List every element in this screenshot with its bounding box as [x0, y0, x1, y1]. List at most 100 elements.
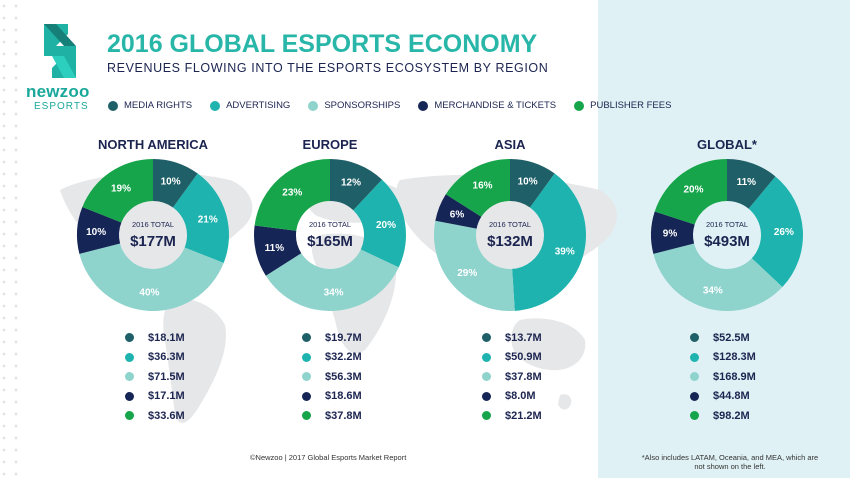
value-row: $168.9M [690, 367, 756, 387]
slice-percent-label: 20% [376, 220, 396, 231]
value-amount: $18.6M [325, 390, 362, 403]
value-row: $37.8M [482, 367, 542, 387]
value-amount: $37.8M [325, 409, 362, 422]
slice-percent-label: 34% [324, 287, 344, 298]
total-label: 2016 TOTAL [132, 220, 174, 229]
donut-slice [254, 225, 302, 276]
value-row: $8.0M [482, 387, 542, 407]
value-dot [482, 333, 491, 343]
value-amount: $17.1M [148, 390, 185, 403]
value-dot [482, 391, 491, 401]
legend: MEDIA RIGHTS ADVERTISING SPONSORSHIPS ME… [108, 100, 671, 111]
legend-swatch [308, 100, 319, 111]
donut-slice [445, 159, 510, 217]
legend-item-sponsorships: SPONSORSHIPS [308, 100, 400, 111]
donut-slice [172, 173, 229, 263]
value-amount: $13.7M [505, 331, 542, 344]
slice-percent-label: 34% [703, 286, 723, 297]
value-dot [690, 333, 699, 343]
logo-word: newzoo [26, 82, 90, 101]
value-amount: $52.5M [713, 331, 750, 344]
slice-percent-label: 26% [774, 227, 794, 238]
total-value: $177M [130, 233, 176, 250]
region-title: EUROPE [303, 137, 358, 152]
value-dot [125, 352, 134, 362]
value-row: $13.7M [482, 328, 542, 348]
legend-item-media-rights: MEDIA RIGHTS [108, 100, 192, 111]
value-dot [690, 372, 699, 382]
donut-slice [651, 211, 695, 254]
value-dot [482, 372, 491, 382]
donut-slice [653, 243, 783, 312]
donut-slice [153, 159, 198, 208]
donut-slice [512, 173, 587, 311]
value-list: $18.1M $36.3M $71.5M $17.1M $33.6M [125, 328, 185, 426]
value-dot [302, 391, 311, 401]
value-dot [690, 391, 699, 401]
page-subtitle: REVENUES FLOWING INTO THE ESPORTS ECOSYS… [107, 61, 549, 75]
value-row: $128.3M [690, 348, 756, 368]
footer-credit: ©Newzoo | 2017 Global Esports Market Rep… [250, 453, 407, 462]
region-title: GLOBAL* [697, 137, 758, 152]
legend-swatch [418, 100, 429, 111]
value-row: $37.8M [302, 406, 362, 426]
slice-percent-label: 6% [450, 210, 465, 221]
value-row: $32.2M [302, 348, 362, 368]
value-row: $52.5M [690, 328, 756, 348]
value-amount: $8.0M [505, 390, 536, 403]
legend-swatch [574, 100, 585, 111]
value-amount: $21.2M [505, 409, 542, 422]
legend-label: SPONSORSHIPS [324, 100, 401, 111]
slice-percent-label: 39% [555, 246, 575, 257]
donut-slice [654, 159, 727, 225]
value-dot [302, 411, 311, 421]
donut-slice [330, 159, 383, 211]
value-amount: $98.2M [713, 409, 750, 422]
value-row: $71.5M [125, 367, 185, 387]
total-value: $493M [704, 233, 750, 250]
value-dot [302, 333, 311, 343]
value-amount: $36.3M [148, 351, 185, 364]
donut-slice [353, 179, 406, 268]
newzoo-mark-icon [44, 24, 76, 78]
total-value: $132M [487, 233, 533, 250]
donut-slice [435, 194, 482, 229]
slice-percent-label: 29% [457, 268, 477, 279]
value-row: $21.2M [482, 406, 542, 426]
donut-slice [510, 159, 555, 208]
slice-percent-label: 19% [111, 183, 131, 194]
value-dot [690, 352, 699, 362]
value-row: $50.9M [482, 348, 542, 368]
value-amount: $37.8M [505, 370, 542, 383]
legend-item-advertising: ADVERTISING [210, 100, 290, 111]
slice-percent-label: 12% [341, 178, 361, 189]
legend-label: PUBLISHER FEES [590, 100, 672, 111]
legend-item-merchandise: MERCHANDISE & TICKETS [418, 100, 556, 111]
dot-pattern [2, 4, 18, 476]
legend-swatch [108, 100, 118, 111]
value-amount: $19.7M [325, 331, 362, 344]
value-dot [125, 391, 134, 401]
donut-slice [727, 159, 776, 209]
value-dot [125, 333, 134, 343]
value-row: $18.6M [302, 387, 362, 407]
slice-percent-label: 40% [139, 287, 159, 298]
value-dot [690, 411, 699, 421]
legend-label: ADVERTISING [226, 100, 291, 111]
total-label: 2016 TOTAL [309, 220, 351, 229]
slice-percent-label: 20% [683, 184, 703, 195]
value-list: $19.7M $32.2M $56.3M $18.6M $37.8M [302, 328, 362, 426]
value-dot [482, 352, 491, 362]
value-amount: $71.5M [148, 370, 185, 383]
legend-label: MEDIA RIGHTS [124, 100, 193, 111]
donut-slice [254, 159, 330, 231]
value-row: $19.7M [302, 328, 362, 348]
value-amount: $128.3M [713, 351, 756, 364]
value-row: $18.1M [125, 328, 185, 348]
slice-percent-label: 10% [518, 176, 538, 187]
donut-slice [82, 159, 153, 223]
value-amount: $44.8M [713, 390, 750, 403]
value-list: $13.7M $50.9M $37.8M $8.0M $21.2M [482, 328, 542, 426]
value-row: $36.3M [125, 348, 185, 368]
page-title: 2016 GLOBAL ESPORTS ECONOMY [107, 30, 538, 58]
